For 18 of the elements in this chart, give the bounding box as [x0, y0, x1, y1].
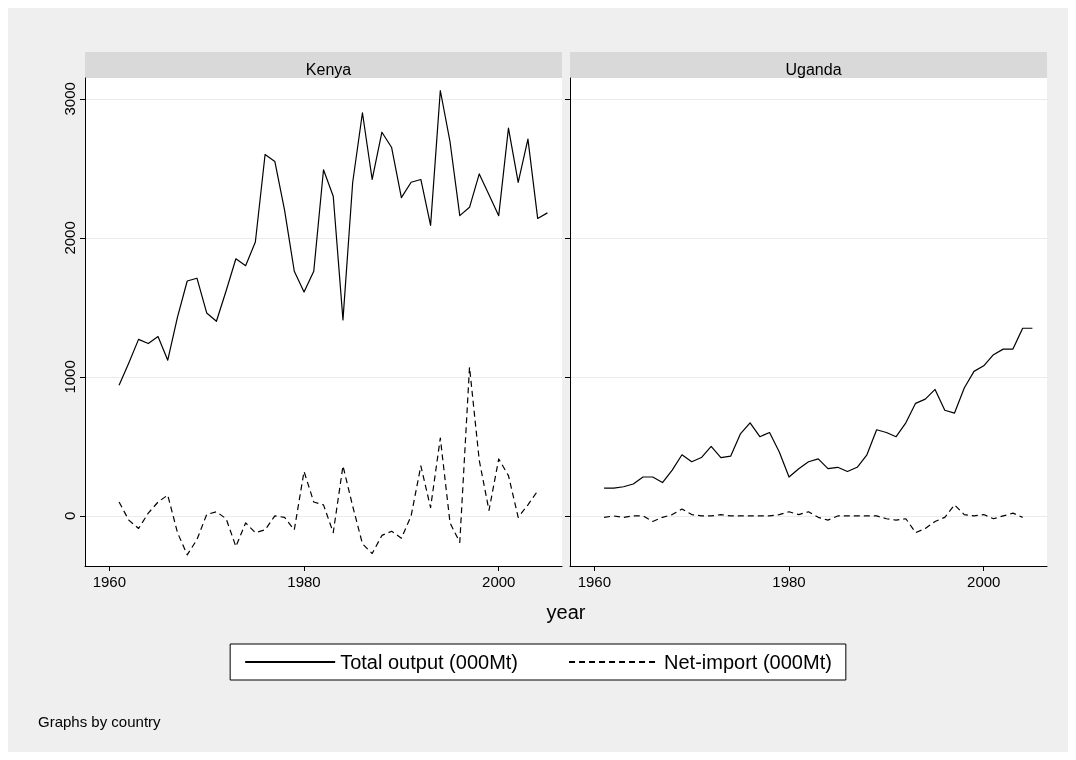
y-tick-label: 3000	[61, 82, 78, 116]
x-tick-label: 1960	[577, 573, 612, 590]
x-tick-label: 2000	[482, 573, 516, 590]
chart-title: Uganda	[785, 60, 842, 78]
y-tick-label: 2000	[61, 221, 78, 255]
x-tick-label: 1980	[287, 573, 321, 590]
chart-title: Kenya	[305, 60, 352, 78]
legend-label: Net-import (000Mt)	[664, 651, 832, 673]
x-tick-label: 2000	[967, 573, 1001, 590]
line-series	[118, 366, 539, 556]
text: Graphs by country	[38, 713, 162, 730]
y-tick-label: 0	[61, 511, 78, 521]
y-tick-label: 1000	[61, 360, 78, 394]
x-tick-label: 1960	[92, 573, 127, 590]
x-axis-title: year	[546, 601, 586, 623]
line-series	[118, 89, 548, 386]
legend-label: Total output (000Mt)	[340, 651, 519, 673]
x-tick-label: 1980	[772, 573, 806, 590]
